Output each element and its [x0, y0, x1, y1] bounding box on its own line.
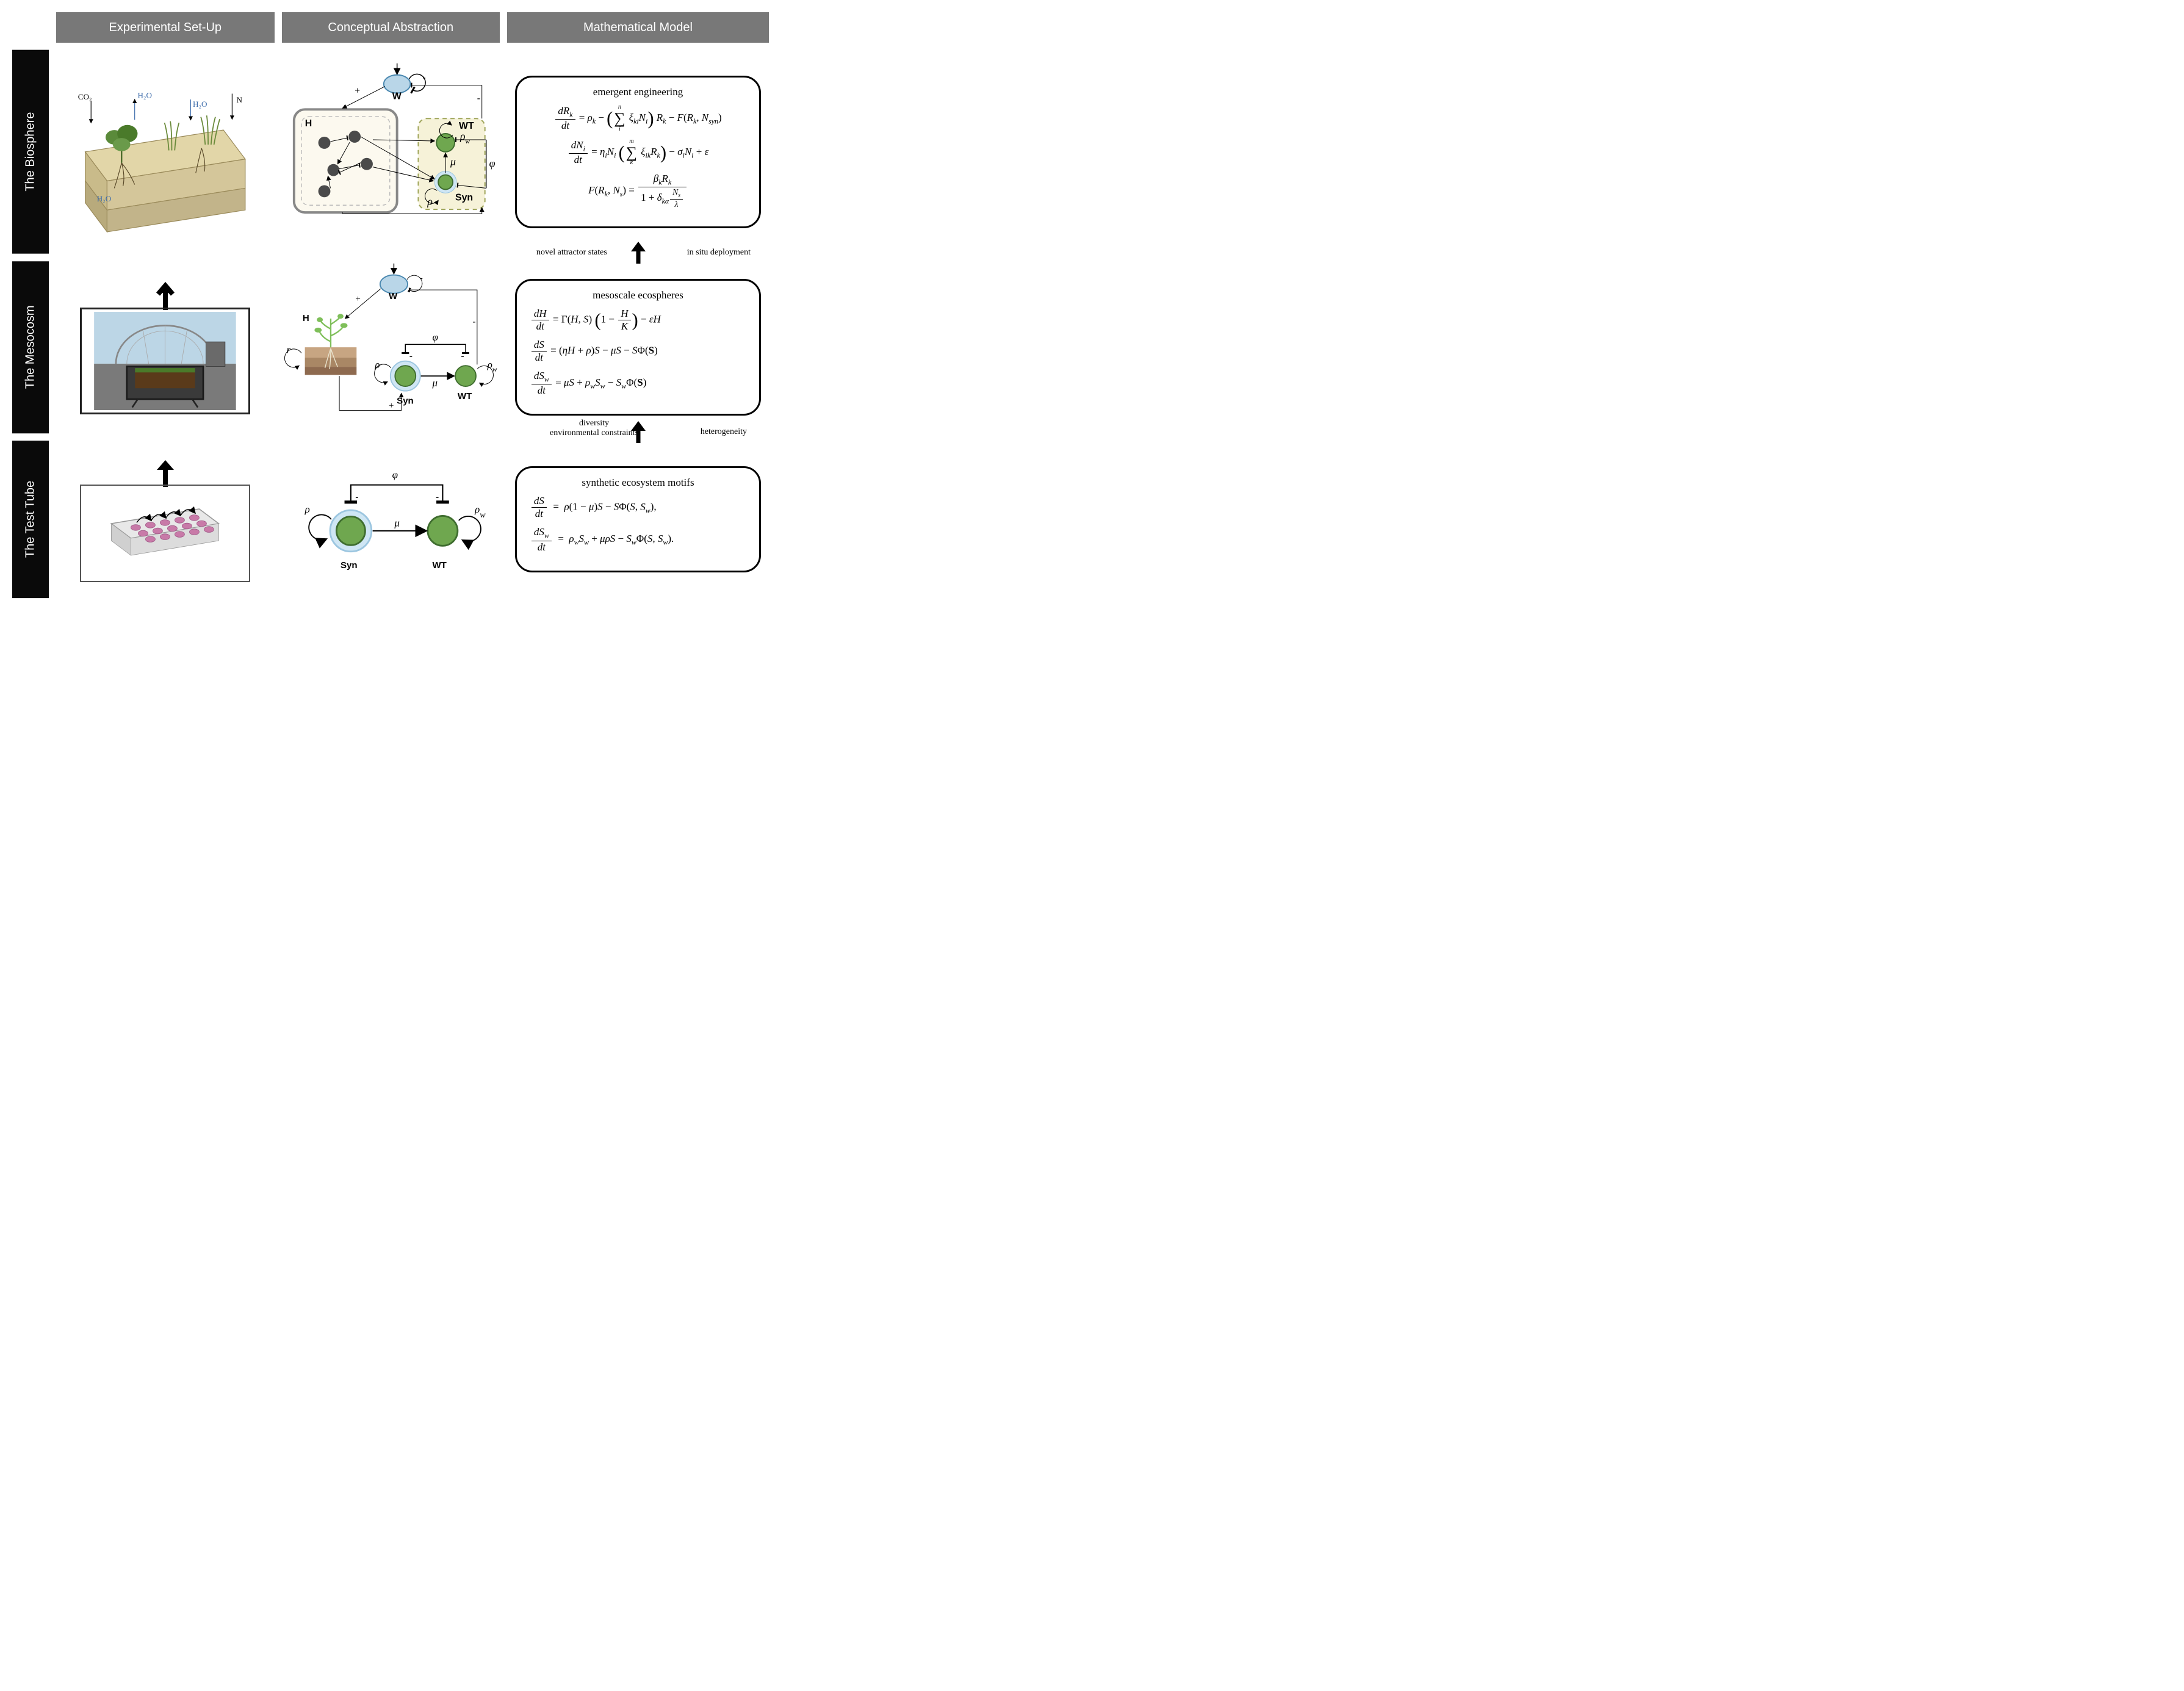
conn-insitu: in situ deployment [687, 248, 751, 258]
svg-text:-: - [422, 73, 425, 83]
concept-biosphere-cell: W - H WT Syn [282, 50, 500, 254]
svg-text:+: + [355, 294, 361, 304]
svg-text:-: - [472, 317, 475, 326]
mesocosm-illustration [84, 312, 246, 410]
svg-text:ρw: ρw [486, 359, 497, 373]
panel3-title: synthetic ecosystem motifs [530, 477, 746, 489]
label-wt-meso: WT [457, 391, 472, 401]
label-phi-tt: φ [392, 469, 397, 480]
math-biosphere-cell: emergent engineering dRkdt = ρk − (n∑i ξ… [507, 50, 769, 254]
exp-biosphere-cell: CO₂ H₂O H₂O N H₂O [56, 50, 275, 254]
label-h2o-up: H₂O [137, 91, 151, 100]
col-header-conceptual: Conceptual Abstraction [282, 12, 500, 43]
arrow-up-2 [147, 456, 184, 487]
math-panel-motifs: synthetic ecosystem motifs dSdt = ρ(1 − … [515, 466, 761, 572]
arrow-up-math-2 [623, 419, 654, 443]
svg-text:ρw: ρw [474, 503, 486, 520]
exp-mesocosm-cell [56, 261, 275, 433]
arrow-up-math-1 [623, 239, 654, 264]
label-rho-bio: ρ [427, 195, 433, 207]
label-syn-meso: Syn [397, 395, 414, 406]
corner-spacer [12, 12, 49, 43]
svg-text:-: - [477, 93, 480, 103]
concept-mesocosm-cell: W - H [282, 261, 500, 433]
label-phi-meso: φ [432, 331, 438, 342]
label-co2: CO₂ [78, 92, 92, 101]
label-w: W [392, 91, 401, 101]
figure-grid: Experimental Set-Up Conceptual Abstracti… [12, 12, 769, 598]
exp-testtube-cell [56, 441, 275, 598]
label-wt-tt: WT [432, 560, 447, 571]
label-mu-meso: μ [431, 377, 438, 389]
eq-Ni: dNidt = ηiNi (m∑k ξikRk) − σiNi + ε [530, 139, 746, 167]
eq-H: dHdt = Γ(H, S) (1 − HK) − εH [530, 308, 746, 333]
label-h-meso: H [302, 312, 309, 323]
eq-F: F(Rk, Ns) = βkRk 1 + δkαNsλ [530, 173, 746, 209]
testtube-diagram: Syn ρ WT ρw μ φ - - [282, 441, 500, 598]
label-rho-meso: ρ [374, 359, 380, 370]
label-phi-bio: φ [489, 157, 495, 170]
label-h2o-down: H₂O [193, 99, 207, 109]
panel2-title: mesoscale ecospheres [530, 289, 746, 301]
eq-S-meso: dSdt = (ηH + ρ)S − μS − SΦ(S) [530, 339, 746, 364]
svg-text:-: - [409, 352, 412, 361]
svg-text:-: - [436, 492, 439, 502]
label-mu-bio: μ [450, 156, 456, 168]
label-h2o-soil: H₂O [97, 194, 111, 203]
label-syn-tt: Syn [340, 560, 357, 571]
math-panel-emergent: emergent engineering dRkdt = ρk − (n∑i ξ… [515, 76, 761, 228]
eq-S-tt: dSdt = ρ(1 − μ)S − SΦ(S, Sw), [530, 495, 746, 520]
svg-text:-: - [419, 273, 422, 283]
col-header-mathematical: Mathematical Model [507, 12, 769, 43]
wellplate-illustration [85, 489, 245, 577]
math-panel-mesoscale: mesoscale ecospheres dHdt = Γ(H, S) (1 −… [515, 279, 761, 416]
biosphere-diagram: W - H WT Syn [282, 50, 500, 254]
biosphere-illustration: CO₂ H₂O H₂O N H₂O [56, 50, 275, 254]
col-header-experimental: Experimental Set-Up [56, 12, 275, 43]
label-r: r [286, 344, 290, 355]
svg-text:+: + [388, 400, 394, 410]
row-label-biosphere: The Biosphere [12, 50, 49, 254]
row-label-testtube: The Test Tube [12, 441, 49, 598]
arrow-up-1 [147, 279, 184, 310]
eq-Sw-meso: dSwdt = μS + ρwSw − SwΦ(S) [530, 370, 746, 397]
panel1-title: emergent engineering [530, 86, 746, 98]
svg-text:+: + [355, 85, 360, 96]
conn-hetero: heterogeneity [701, 427, 747, 437]
label-n: N [237, 95, 243, 104]
label-w-meso: W [388, 291, 397, 301]
mesocosm-diagram: W - H [282, 261, 500, 433]
row-label-mesocosm: The Mesocosm [12, 261, 49, 433]
math-mesocosm-cell: novel attractor states in situ deploymen… [507, 261, 769, 433]
label-syn-bio: Syn [455, 192, 473, 203]
label-mu-tt: μ [394, 517, 400, 528]
svg-text:-: - [355, 492, 358, 502]
label-h: H [305, 118, 311, 129]
concept-testtube-cell: Syn ρ WT ρw μ φ - - [282, 441, 500, 598]
math-testtube-cell: diversityenvironmental constraints heter… [507, 441, 769, 598]
svg-text:-: - [461, 352, 464, 361]
eq-Sw-tt: dSwdt = ρwSw + μρS − SwΦ(S, Sw). [530, 526, 746, 553]
conn-novel: novel attractor states [536, 248, 607, 258]
eq-Rk: dRkdt = ρk − (n∑i ξkiNi) Rk − F(Rk, Nsyn… [530, 104, 746, 132]
label-rho-tt: ρ [304, 503, 309, 515]
